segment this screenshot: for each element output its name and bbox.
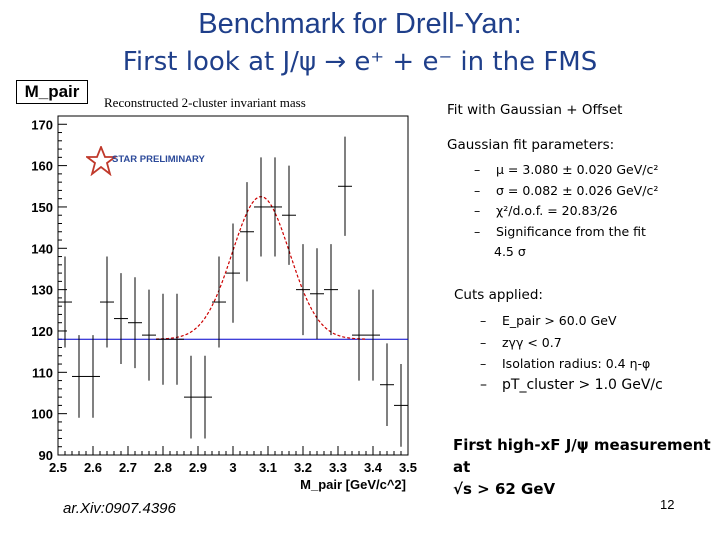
y-tick-label: 140 — [31, 241, 53, 256]
slide-subtitle: First look at J/ψ → e⁺ + e⁻ in the FMS — [122, 47, 598, 77]
list-item: – pT_cluster > 1.0 GeV/c — [480, 376, 663, 393]
x-tick-label: 2.5 — [49, 460, 67, 475]
list-item: – μ = 3.080 ± 0.020 GeV/c² — [474, 162, 659, 177]
list-item: – σ = 0.082 ± 0.026 GeV/c² — [474, 182, 659, 198]
slide-title: Benchmark for Drell-Yan: — [198, 8, 522, 40]
highlight-line-2: at — [453, 458, 471, 476]
arxiv-reference: ar.Xiv:0907.4396 — [63, 500, 176, 517]
y-tick-label: 90 — [39, 448, 53, 463]
x-tick-label: 3.5 — [399, 460, 417, 475]
plot-caption: Reconstructed 2-cluster invariant mass — [104, 95, 306, 110]
star-preliminary-logo: STAR PRELIMINARY — [84, 144, 206, 177]
y-tick-label: 170 — [31, 117, 53, 132]
x-tick-label: 2.9 — [189, 460, 207, 475]
y-tick-label: 130 — [31, 283, 53, 298]
y-tick-label: 160 — [31, 159, 53, 174]
fit-caption: Fit with Gaussian + Offset — [447, 102, 623, 118]
list-item: – E_pair > 60.0 GeV — [480, 313, 617, 328]
y-tick-label: 150 — [31, 200, 53, 215]
highlight-line-3: √s > 62 GeV — [453, 480, 556, 498]
cuts-list: – E_pair > 60.0 GeV – zγγ < 0.7 – Isolation… — [480, 310, 663, 396]
x-tick-label: 2.7 — [119, 460, 137, 475]
fit-params-list: – μ = 3.080 ± 0.020 GeV/c² – σ = 0.082 ± 0… — [474, 160, 658, 263]
list-item: – χ²/d.o.f. = 20.83/26 — [474, 203, 618, 218]
list-item: – Isolation radius: 0.4 η-φ — [480, 356, 651, 371]
page-number: 12 — [660, 497, 675, 512]
list-item: – Significance from the fit — [474, 223, 646, 239]
x-tick-label: 2.8 — [154, 460, 172, 475]
x-tick-label: 3.3 — [329, 460, 347, 475]
fit-params-header: Gaussian fit parameters: — [447, 137, 615, 153]
list-item: – zγγ < 0.7 — [480, 334, 562, 350]
cuts-header: Cuts applied: — [454, 287, 543, 303]
x-tick-label: 3.4 — [364, 460, 383, 475]
y-tick-label: 110 — [32, 365, 53, 380]
x-axis-label: M_pair [GeV/c^2] — [300, 477, 406, 492]
y-tick-label: 100 — [31, 407, 53, 422]
x-tick-label: 3 — [229, 460, 236, 475]
logo-text: STAR PRELIMINARY — [112, 154, 205, 165]
y-tick-label: 120 — [31, 324, 53, 339]
significance-value: 4.5 σ — [494, 244, 526, 259]
histogram-name-box: M_pair — [16, 80, 88, 104]
x-tick-label: 3.1 — [259, 460, 277, 475]
x-tick-label: 3.2 — [294, 460, 312, 475]
x-tick-label: 2.6 — [84, 460, 102, 475]
star-icon — [84, 144, 118, 177]
highlight-text: First high-xF J/ψ measurement at √s > 62… — [453, 434, 711, 500]
highlight-line-1: First high-xF J/ψ measurement — [453, 436, 711, 454]
